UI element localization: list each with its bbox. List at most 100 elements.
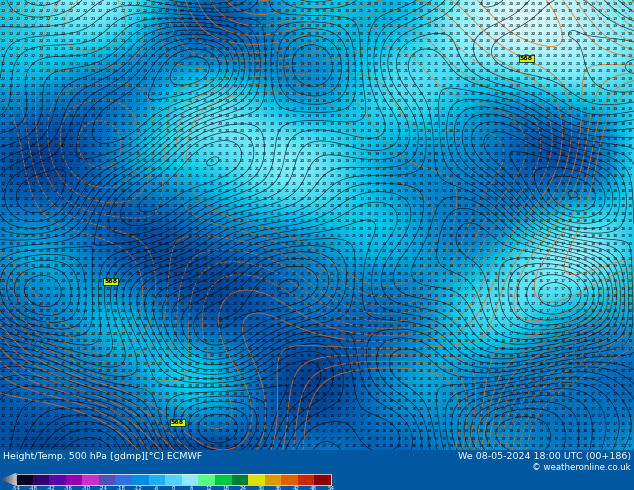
Text: 17: 17 <box>590 399 595 403</box>
Text: 19: 19 <box>382 137 387 141</box>
Text: 20: 20 <box>463 62 469 66</box>
Text: 22: 22 <box>158 17 163 21</box>
Text: 20: 20 <box>434 144 439 148</box>
Text: 18: 18 <box>322 399 327 403</box>
Text: 21: 21 <box>165 122 171 126</box>
Text: 21: 21 <box>180 152 185 156</box>
Text: 20: 20 <box>188 437 193 441</box>
Text: 21: 21 <box>75 174 81 178</box>
Text: 19: 19 <box>441 392 446 395</box>
Text: 22: 22 <box>61 159 66 163</box>
Text: 18: 18 <box>426 392 432 395</box>
Text: 17: 17 <box>628 369 633 373</box>
Text: 18: 18 <box>538 212 543 216</box>
Text: 20: 20 <box>538 129 543 133</box>
Text: 20: 20 <box>105 279 111 283</box>
Text: 19: 19 <box>576 159 581 163</box>
Text: 20: 20 <box>538 92 543 96</box>
Text: 21: 21 <box>233 242 238 245</box>
Text: 21: 21 <box>277 271 282 276</box>
Text: 20: 20 <box>493 429 498 433</box>
Text: 19: 19 <box>389 317 394 320</box>
Text: 20: 20 <box>285 144 290 148</box>
Text: 18: 18 <box>516 212 521 216</box>
Text: 18: 18 <box>568 384 573 388</box>
Text: 20: 20 <box>165 204 171 208</box>
Text: 20: 20 <box>576 92 581 96</box>
Text: 20: 20 <box>172 429 178 433</box>
Text: 20: 20 <box>150 437 155 441</box>
Text: 21: 21 <box>16 204 21 208</box>
Text: 20: 20 <box>486 69 491 73</box>
Text: 17: 17 <box>456 271 462 276</box>
Text: 20: 20 <box>240 17 245 21</box>
Text: 19: 19 <box>501 196 506 201</box>
Text: 19: 19 <box>419 264 424 268</box>
Text: 20: 20 <box>307 17 312 21</box>
Text: 20: 20 <box>247 24 252 28</box>
Text: 19: 19 <box>449 196 454 201</box>
Text: 18: 18 <box>322 384 327 388</box>
Text: 21: 21 <box>188 122 193 126</box>
Text: 20: 20 <box>255 264 260 268</box>
Text: 19: 19 <box>382 346 387 351</box>
Text: 19: 19 <box>359 144 365 148</box>
Text: 17: 17 <box>613 377 618 381</box>
Text: 19: 19 <box>307 92 312 96</box>
Text: 19: 19 <box>479 369 484 373</box>
Text: 20: 20 <box>105 189 111 193</box>
Text: 19: 19 <box>479 444 484 448</box>
Text: 21: 21 <box>463 107 469 111</box>
Text: 18: 18 <box>576 227 581 231</box>
Text: 19: 19 <box>449 399 454 403</box>
Text: 21: 21 <box>202 9 208 13</box>
Text: 23: 23 <box>120 69 126 73</box>
Text: 20: 20 <box>560 129 566 133</box>
Text: 20: 20 <box>217 264 223 268</box>
Text: 19: 19 <box>501 204 506 208</box>
Text: 21: 21 <box>240 196 245 201</box>
Text: 20: 20 <box>120 346 126 351</box>
Text: 20: 20 <box>277 362 282 366</box>
Text: 20: 20 <box>366 62 372 66</box>
Text: 20: 20 <box>352 32 357 36</box>
Text: 19: 19 <box>374 346 379 351</box>
Text: 19: 19 <box>538 399 543 403</box>
Text: 20: 20 <box>158 354 163 358</box>
Text: 20: 20 <box>479 2 484 6</box>
Text: 18: 18 <box>576 421 581 426</box>
Text: 20: 20 <box>61 249 66 253</box>
Text: 17: 17 <box>531 242 536 245</box>
Text: 18: 18 <box>396 399 401 403</box>
Text: 20: 20 <box>91 302 96 306</box>
Text: 18: 18 <box>583 332 588 336</box>
Text: 17: 17 <box>344 407 349 411</box>
Text: 20: 20 <box>366 92 372 96</box>
Text: 20: 20 <box>165 399 171 403</box>
Text: 20: 20 <box>434 152 439 156</box>
Text: 19: 19 <box>329 369 335 373</box>
Text: 17: 17 <box>501 227 506 231</box>
Text: 20: 20 <box>523 47 529 51</box>
Text: 23: 23 <box>31 137 36 141</box>
Text: 19: 19 <box>516 196 521 201</box>
Text: 20: 20 <box>396 242 402 245</box>
Text: 18: 18 <box>404 354 409 358</box>
Text: 17: 17 <box>486 302 491 306</box>
Text: 20: 20 <box>23 264 29 268</box>
Text: 22: 22 <box>31 159 36 163</box>
Text: 18: 18 <box>441 271 446 276</box>
Text: 20: 20 <box>546 144 551 148</box>
Text: 18: 18 <box>456 324 462 328</box>
Text: 22: 22 <box>53 17 58 21</box>
Text: 20: 20 <box>449 114 454 118</box>
Text: 20: 20 <box>75 369 81 373</box>
Text: 21: 21 <box>262 159 268 163</box>
Text: 20: 20 <box>479 414 484 418</box>
Text: 18: 18 <box>277 444 282 448</box>
Text: 18: 18 <box>560 189 566 193</box>
Text: 19: 19 <box>359 346 365 351</box>
Text: 19: 19 <box>576 167 581 171</box>
Text: 20: 20 <box>128 407 133 411</box>
Text: 19: 19 <box>352 174 357 178</box>
